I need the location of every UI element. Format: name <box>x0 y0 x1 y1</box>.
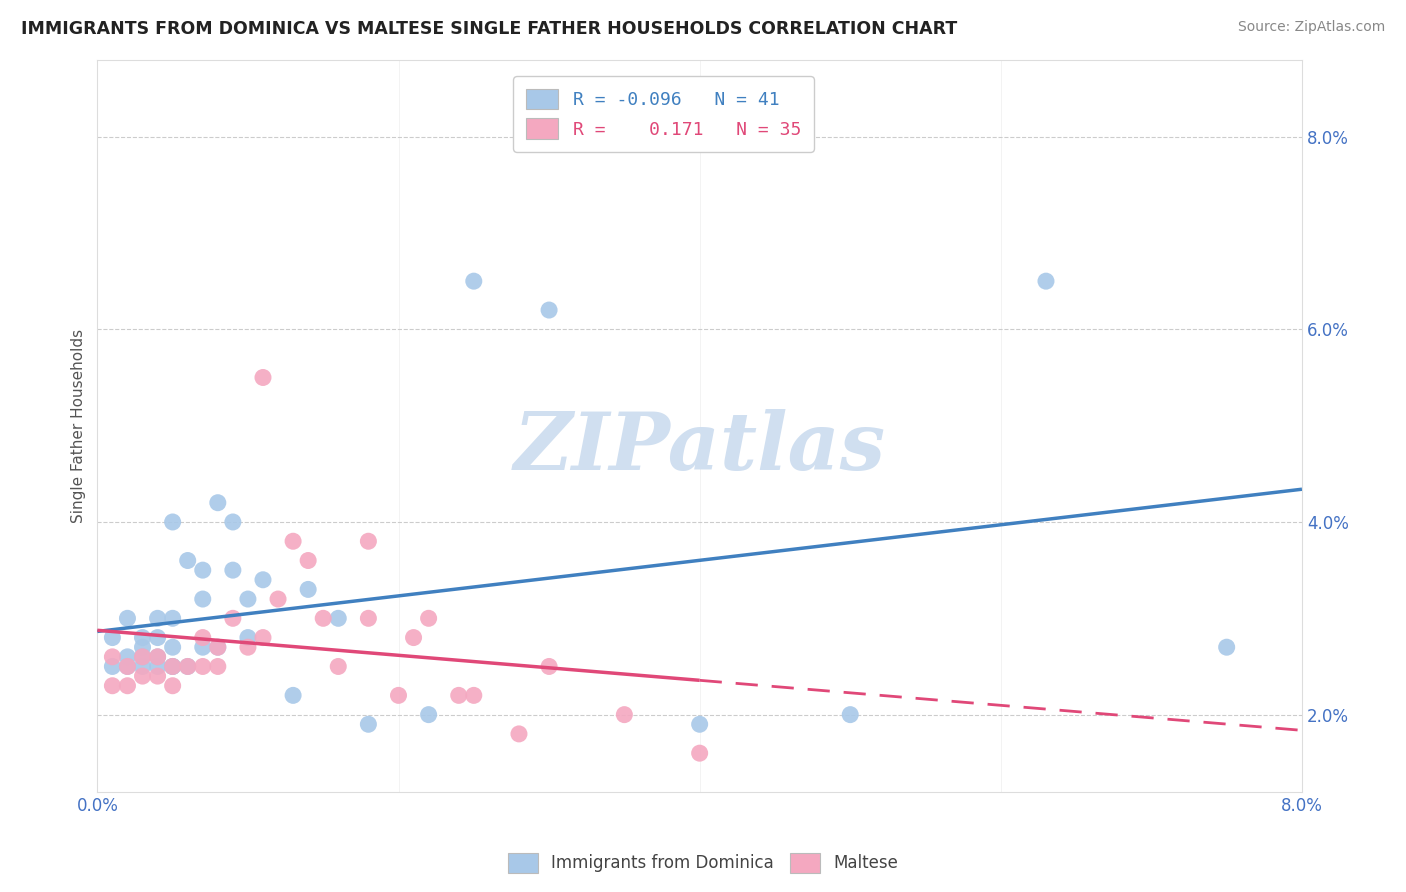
Point <box>191 563 214 577</box>
Point <box>162 659 184 673</box>
Point <box>207 496 229 510</box>
Point <box>162 611 184 625</box>
Point <box>236 631 259 645</box>
Point <box>131 659 153 673</box>
Point <box>463 689 485 703</box>
Point <box>146 649 169 664</box>
Point <box>508 727 530 741</box>
Point <box>252 631 274 645</box>
Point <box>176 659 198 673</box>
Legend: Immigrants from Dominica, Maltese: Immigrants from Dominica, Maltese <box>501 847 905 880</box>
Point <box>463 274 485 288</box>
Text: IMMIGRANTS FROM DOMINICA VS MALTESE SINGLE FATHER HOUSEHOLDS CORRELATION CHART: IMMIGRANTS FROM DOMINICA VS MALTESE SING… <box>21 20 957 37</box>
Point <box>162 679 184 693</box>
Point <box>191 592 214 607</box>
Point <box>447 689 470 703</box>
Point <box>191 659 214 673</box>
Point <box>162 515 184 529</box>
Point <box>252 573 274 587</box>
Point <box>222 563 245 577</box>
Text: ZIPatlas: ZIPatlas <box>513 409 886 486</box>
Point <box>207 640 229 655</box>
Point <box>281 534 304 549</box>
Point <box>357 611 380 625</box>
Point <box>191 640 214 655</box>
Point <box>207 640 229 655</box>
Point <box>131 631 153 645</box>
Point <box>117 659 139 673</box>
Point <box>1215 640 1237 655</box>
Point <box>162 640 184 655</box>
Point <box>131 640 153 655</box>
Point <box>101 659 124 673</box>
Point <box>146 649 169 664</box>
Point <box>252 370 274 384</box>
Point <box>222 611 245 625</box>
Point <box>689 717 711 731</box>
Point <box>402 631 425 645</box>
Point <box>176 553 198 567</box>
Point <box>117 659 139 673</box>
Y-axis label: Single Father Households: Single Father Households <box>72 328 86 523</box>
Point <box>297 553 319 567</box>
Point <box>357 534 380 549</box>
Point <box>1035 274 1057 288</box>
Point <box>538 303 561 318</box>
Point <box>839 707 862 722</box>
Point <box>357 717 380 731</box>
Point <box>418 707 440 722</box>
Point <box>236 640 259 655</box>
Point <box>131 669 153 683</box>
Text: Source: ZipAtlas.com: Source: ZipAtlas.com <box>1237 20 1385 34</box>
Point <box>281 689 304 703</box>
Point <box>162 659 184 673</box>
Point <box>101 631 124 645</box>
Point <box>689 746 711 760</box>
Point <box>207 659 229 673</box>
Point <box>117 679 139 693</box>
Point <box>328 659 350 673</box>
Point <box>117 649 139 664</box>
Point <box>222 515 245 529</box>
Legend: R = -0.096   N = 41, R =    0.171   N = 35: R = -0.096 N = 41, R = 0.171 N = 35 <box>513 76 814 152</box>
Point <box>131 649 153 664</box>
Point <box>146 611 169 625</box>
Point <box>131 649 153 664</box>
Point <box>418 611 440 625</box>
Point <box>191 631 214 645</box>
Point <box>146 631 169 645</box>
Point <box>613 707 636 722</box>
Point <box>538 659 561 673</box>
Point <box>101 649 124 664</box>
Point <box>328 611 350 625</box>
Point <box>146 669 169 683</box>
Point <box>117 611 139 625</box>
Point <box>146 659 169 673</box>
Point <box>297 582 319 597</box>
Point <box>312 611 335 625</box>
Point <box>176 659 198 673</box>
Point <box>236 592 259 607</box>
Point <box>162 659 184 673</box>
Point <box>101 679 124 693</box>
Point <box>387 689 409 703</box>
Point <box>267 592 290 607</box>
